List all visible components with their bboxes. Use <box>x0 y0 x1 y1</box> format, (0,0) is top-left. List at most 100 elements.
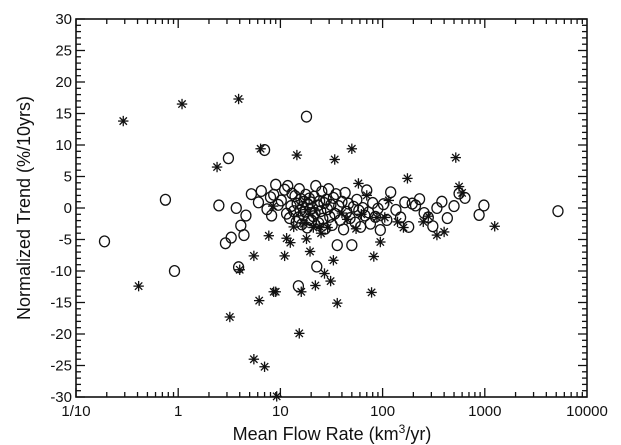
x-tick-label: 1000 <box>468 403 501 420</box>
data-point-asterisk <box>298 218 310 229</box>
data-point-asterisk <box>301 233 312 245</box>
data-point-circle <box>219 237 232 250</box>
y-tick-label: -10 <box>50 263 72 280</box>
data-point-asterisk <box>375 236 386 248</box>
data-point-asterisk <box>336 207 348 219</box>
data-point-circle <box>418 206 430 220</box>
data-point-asterisk <box>402 173 413 184</box>
data-point-asterisk <box>366 287 377 298</box>
x-tick-label: 100 <box>370 403 395 420</box>
data-point-asterisk <box>350 223 362 234</box>
data-point-circle <box>315 205 327 218</box>
data-point-circle <box>310 179 322 193</box>
data-point-asterisk <box>314 221 325 232</box>
data-point-circle <box>413 193 426 206</box>
x-axis-title: Mean Flow Rate (km3/yr) <box>233 422 432 444</box>
data-point-circle <box>278 183 291 196</box>
data-point-asterisk <box>438 226 450 238</box>
data-point-asterisk <box>211 161 223 173</box>
x-tick-label: 10 <box>272 403 289 420</box>
data-point-asterisk <box>259 361 270 372</box>
data-point-asterisk <box>133 280 144 292</box>
y-tick-label: 5 <box>64 169 72 186</box>
data-point-circle <box>316 185 328 198</box>
data-point-asterisk <box>248 354 260 365</box>
data-point-circle <box>311 260 323 273</box>
y-tick-label: -25 <box>50 358 72 375</box>
data-point-circle <box>448 200 460 213</box>
data-point-circle <box>265 209 278 222</box>
y-tick-label: 10 <box>55 137 72 154</box>
data-point-asterisk <box>263 230 274 241</box>
data-point-asterisk <box>379 212 390 223</box>
data-point-asterisk <box>248 250 260 262</box>
data-point-asterisk <box>288 221 299 233</box>
data-point-asterisk <box>328 255 339 266</box>
data-point-circle <box>318 196 330 210</box>
data-point-asterisk <box>489 221 500 232</box>
data-point-asterisk <box>383 195 395 206</box>
data-point-asterisk <box>296 286 307 297</box>
data-point-asterisk <box>271 391 282 402</box>
data-point-circle <box>399 196 411 209</box>
data-point-circle <box>222 152 235 165</box>
data-point-circle <box>409 199 422 212</box>
data-point-asterisk <box>291 149 303 161</box>
data-point-circle <box>230 201 242 215</box>
data-point-circle <box>225 231 237 244</box>
data-point-asterisk <box>341 214 353 225</box>
data-point-circle <box>374 224 386 237</box>
y-tick-label: -30 <box>50 389 72 406</box>
data-point-circle <box>385 186 397 199</box>
x-axis-title-superscript: 3 <box>399 422 406 436</box>
data-point-circle <box>159 193 172 206</box>
y-tick-label: 25 <box>55 43 72 60</box>
data-point-circle <box>98 235 111 248</box>
data-point-asterisk <box>398 222 409 233</box>
data-point-circle <box>394 211 407 224</box>
tick-labels: 1/10 1 10 100 1000 10000 -30 -25 -20 -15 -10 -5 0 5 10… <box>50 11 608 420</box>
data-point-asterisk <box>418 216 429 228</box>
data-point-asterisk <box>281 233 292 244</box>
data-point-asterisk <box>118 115 129 127</box>
data-point-asterisk <box>310 280 321 291</box>
data-point-asterisk <box>325 275 336 287</box>
data-point-circle <box>390 203 402 216</box>
data-point-asterisk <box>353 178 364 189</box>
data-point-asterisk <box>368 251 379 262</box>
data-point-circle <box>346 239 358 252</box>
data-point-circle <box>478 199 490 212</box>
data-point-circle <box>245 188 258 201</box>
data-point-circle <box>300 110 313 123</box>
y-tick-label: 30 <box>55 11 72 28</box>
data-point-circle <box>232 261 245 274</box>
data-point-asterisk <box>270 286 281 297</box>
data-point-asterisk <box>255 143 266 154</box>
data-point-asterisk <box>346 143 358 154</box>
x-tick-label: 1/10 <box>61 403 90 420</box>
x-axis-title-tail: /yr) <box>405 424 431 444</box>
data-point-asterisk <box>356 209 367 220</box>
data-point-asterisk <box>279 250 290 262</box>
y-axis-title: Normalized Trend (%/10yrs) <box>14 96 34 320</box>
data-point-asterisk <box>294 328 305 339</box>
data-point-circle <box>238 229 250 242</box>
data-point-asterisk <box>176 98 188 110</box>
data-point-circle <box>291 197 303 210</box>
data-points <box>98 93 564 402</box>
data-point-asterisk <box>308 222 319 233</box>
data-point-asterisk <box>234 264 245 275</box>
data-point-asterisk <box>332 297 343 309</box>
data-point-asterisk <box>315 228 327 239</box>
data-point-asterisk <box>224 311 236 323</box>
data-point-asterisk <box>322 222 333 233</box>
y-tick-label: -20 <box>50 326 72 343</box>
data-point-circle <box>330 188 342 201</box>
y-tick-label: -5 <box>59 232 72 249</box>
data-point-circle <box>213 199 225 212</box>
data-point-asterisk <box>233 93 244 105</box>
data-point-circle <box>337 223 350 236</box>
data-point-circle <box>552 205 564 218</box>
data-point-asterisk <box>267 200 279 212</box>
y-tick-label: 20 <box>55 74 72 91</box>
